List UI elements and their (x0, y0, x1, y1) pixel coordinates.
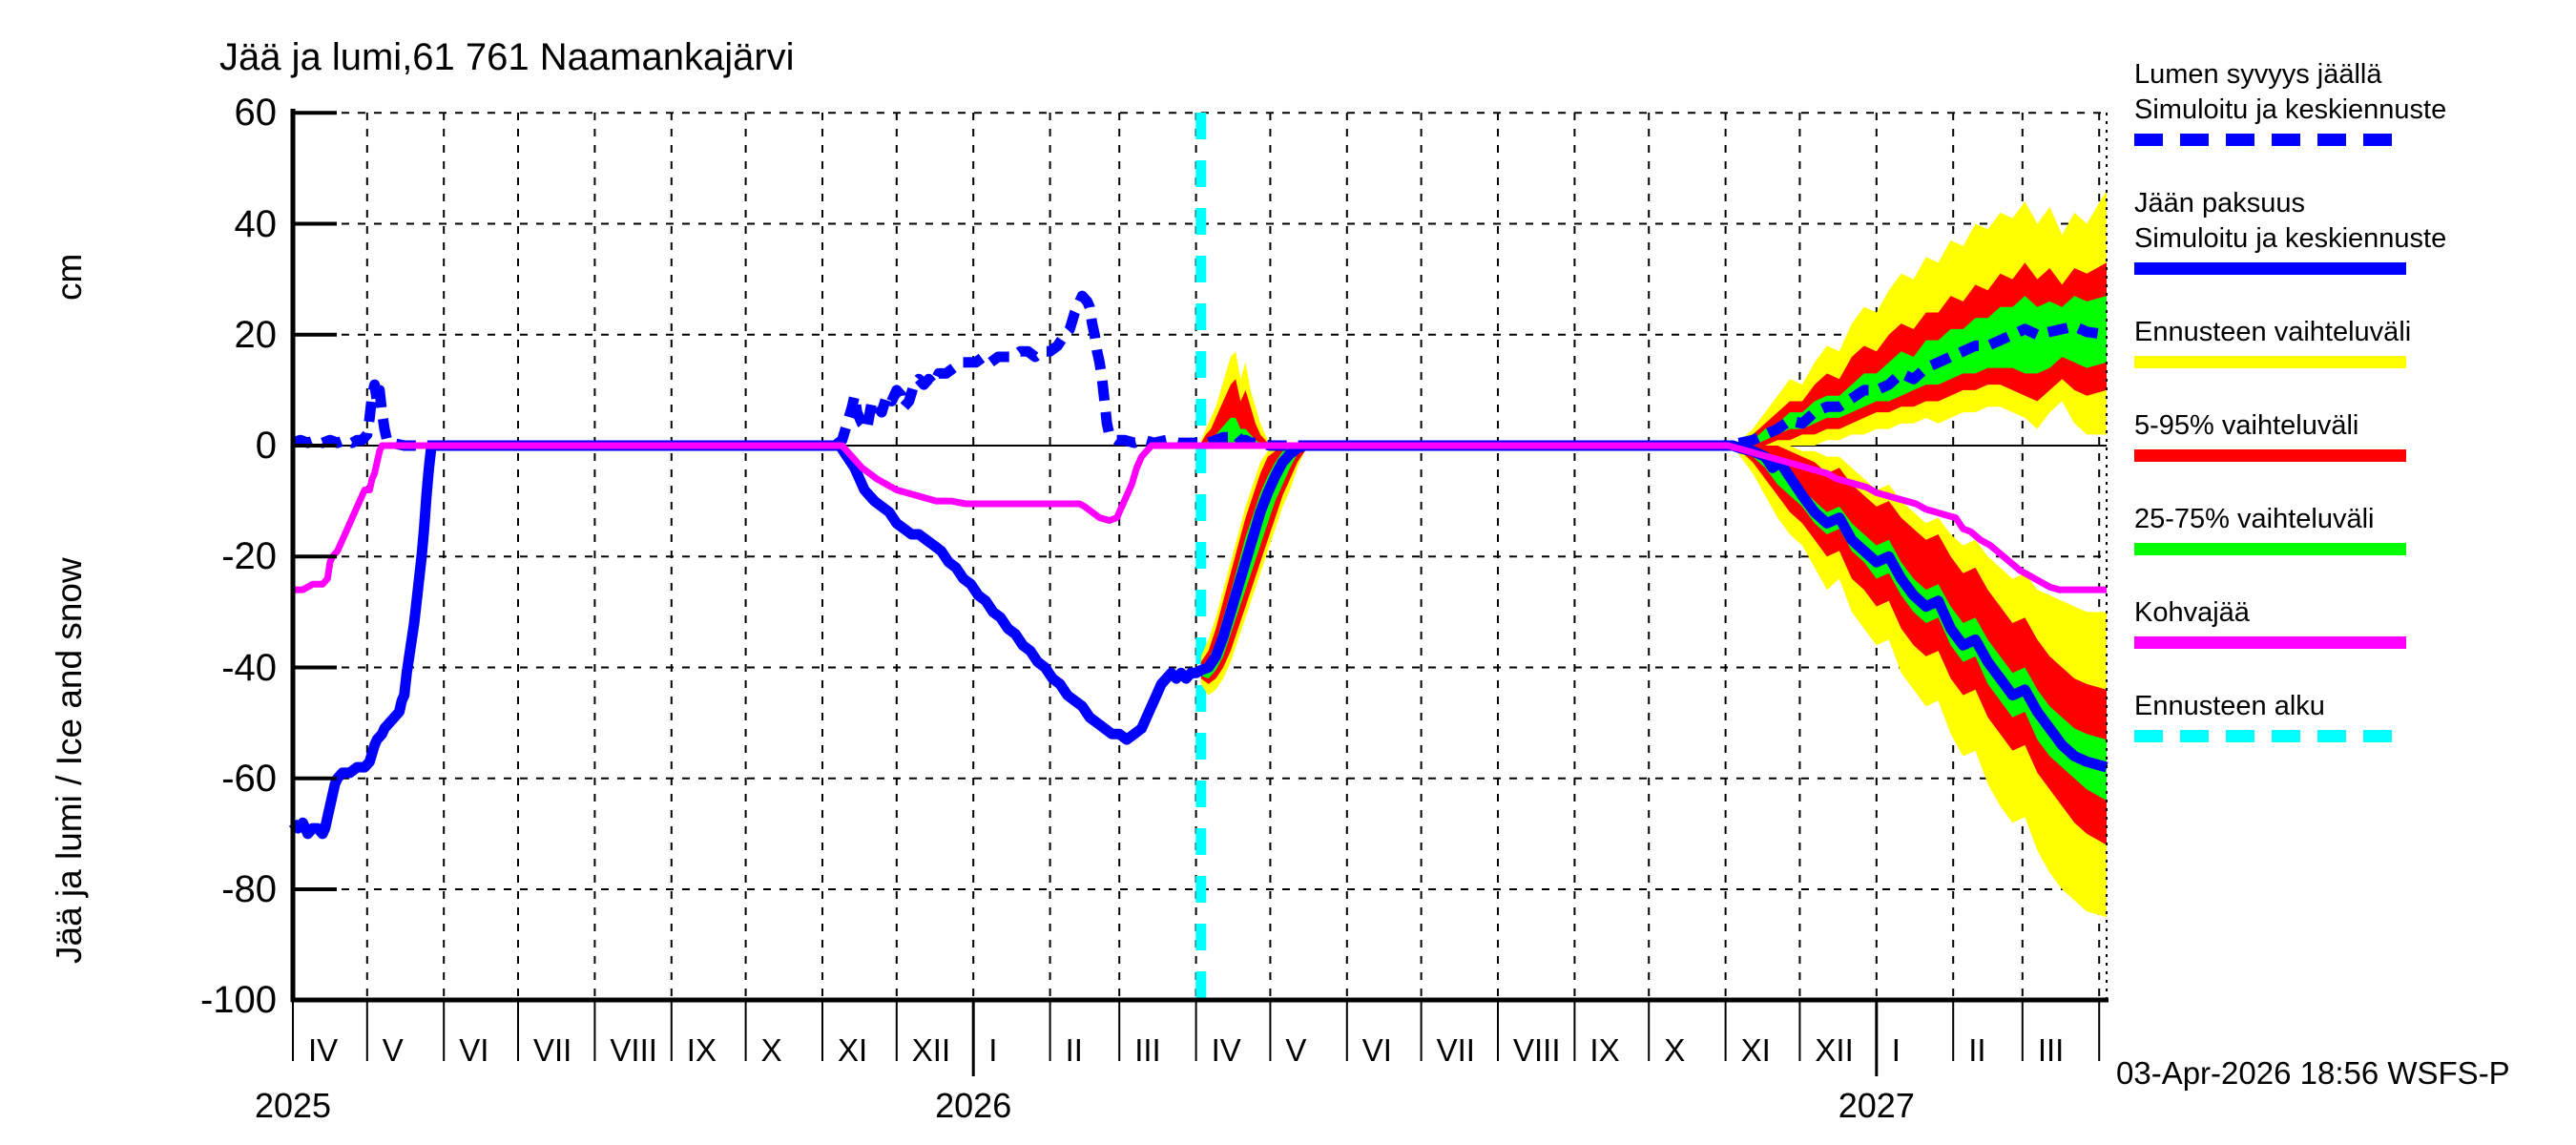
x-tick-label: V (382, 1032, 404, 1068)
legend-sample-dashed-line (2134, 134, 2406, 146)
y-axis-label: Jää ja lumi / Ice and snow (50, 557, 89, 964)
y-tick-label: -80 (221, 868, 277, 910)
x-tick-label: I (1891, 1032, 1901, 1068)
year-label: 2025 (254, 1086, 332, 1125)
year-label: 2026 (935, 1086, 1012, 1125)
y-tick-label: -40 (221, 646, 277, 689)
x-tick-label: X (760, 1032, 782, 1068)
x-tick-label: VIII (610, 1032, 657, 1068)
legend-sample-dashed-line (2134, 730, 2406, 742)
legend-label: Ennusteen alku (2134, 691, 2325, 721)
y-tick-label: -20 (221, 535, 277, 578)
x-tick-label: II (1065, 1032, 1083, 1068)
x-tick-label: IV (308, 1032, 339, 1068)
x-tick-label: XII (911, 1032, 951, 1068)
y-axis-unit: cm (50, 253, 89, 301)
x-tick-label: XI (1740, 1032, 1771, 1068)
x-tick-label: XII (1815, 1032, 1854, 1068)
legend-label: Kohvajää (2134, 597, 2250, 628)
x-tick-label: VI (1361, 1032, 1392, 1068)
y-tick-label: -100 (199, 979, 277, 1022)
legend-label: 5-95% vaihteluväli (2134, 410, 2359, 441)
chart-title: Jää ja lumi,61 761 Naamankajärvi (219, 36, 795, 78)
x-tick-label: VIII (1513, 1032, 1561, 1068)
legend-sample-solid-line (2134, 636, 2406, 649)
ice-thickness-line (288, 440, 2109, 840)
y-tick-label: 0 (255, 425, 277, 467)
legend-sample-solid-line (2134, 449, 2406, 462)
x-tick-label: III (1134, 1032, 1161, 1068)
x-tick-label: I (988, 1032, 998, 1068)
legend-label: Ennusteen vaihteluväli (2134, 317, 2412, 347)
band-5-95-ice (1733, 446, 2107, 845)
band-5-95-snow-bump (1200, 379, 1271, 446)
x-tick-label: XI (837, 1032, 868, 1068)
x-tick-label: VII (533, 1032, 572, 1068)
y-tick-label: -60 (221, 757, 277, 800)
legend-label: Simuloitu ja keskiennuste (2134, 94, 2447, 125)
legend-sample-solid-line (2134, 356, 2406, 368)
legend-label: Simuloitu ja keskiennuste (2134, 223, 2447, 254)
y-tick-label: 40 (234, 202, 278, 245)
x-tick-label: X (1664, 1032, 1686, 1068)
x-tick-label: VI (459, 1032, 489, 1068)
x-tick-label: IX (686, 1032, 717, 1068)
legend-label: 25-75% vaihteluväli (2134, 504, 2375, 534)
x-tick-label: III (2037, 1032, 2065, 1068)
legend-sample-solid-line (2134, 543, 2406, 555)
x-tick-label: II (1968, 1032, 1986, 1068)
x-tick-label: V (1285, 1032, 1307, 1068)
band-forecast-range-ice (1733, 446, 2107, 918)
y-tick-label: 60 (234, 92, 278, 135)
x-tick-label: IX (1589, 1032, 1620, 1068)
legend-sample-solid-line (2134, 262, 2406, 275)
band-25-75-ice (1733, 446, 2107, 801)
legend-label: Jään paksuus (2134, 188, 2305, 219)
timestamp: 03-Apr-2026 18:56 WSFS-P (2116, 1055, 2510, 1091)
kohvajaa-line (293, 442, 2107, 593)
legend-label: Lumen syvyys jäällä (2134, 59, 2382, 90)
year-label: 2027 (1838, 1086, 1915, 1125)
y-tick-label: 20 (234, 313, 278, 356)
x-tick-label: VII (1436, 1032, 1475, 1068)
x-tick-label: IV (1211, 1032, 1241, 1068)
